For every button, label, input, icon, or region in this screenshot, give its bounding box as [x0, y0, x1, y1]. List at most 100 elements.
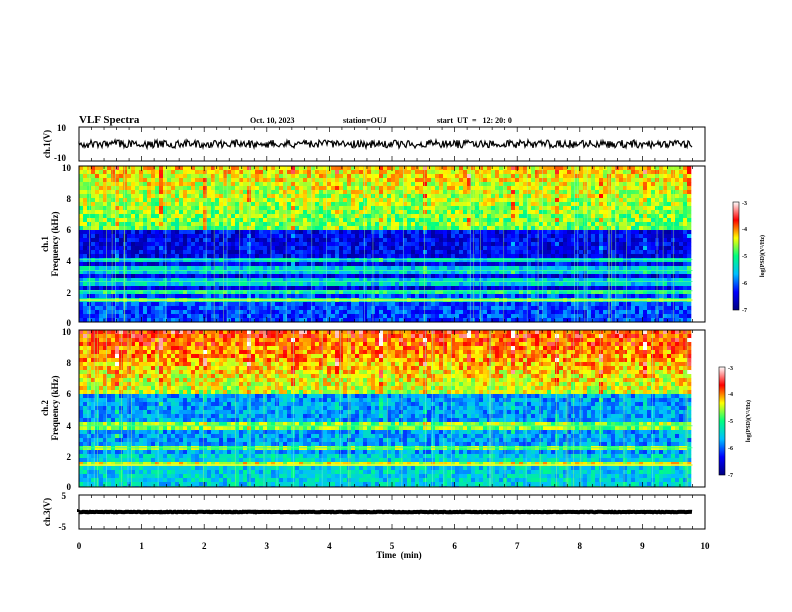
spectrogram-cell: [239, 198, 244, 203]
spectrogram-cell: [151, 198, 156, 203]
spectrogram-cell: [107, 178, 112, 183]
spectrogram-cell: [155, 174, 160, 179]
spectrogram-cell: [635, 230, 640, 235]
spectrogram-cell: [491, 282, 496, 287]
spectrogram-cell: [287, 290, 292, 295]
spectrogram-cell: [447, 198, 452, 203]
spectrogram-cell: [539, 278, 544, 283]
spectrogram-cell: [199, 230, 204, 235]
spectrogram-cell: [275, 186, 280, 191]
spectrogram-cell: [111, 226, 116, 231]
spectrogram-cell: [615, 174, 620, 179]
spectrogram-cell: [127, 274, 132, 279]
spectrogram-cell: [119, 294, 124, 299]
spectrogram-cell: [683, 262, 688, 267]
spectrogram-cell: [531, 246, 536, 251]
spectrogram-cell: [627, 198, 632, 203]
spectrogram-cell: [143, 226, 148, 231]
spectrogram-cell: [179, 230, 184, 235]
spectrogram-cell: [387, 218, 392, 223]
spectrogram-cell: [175, 166, 180, 171]
spectrogram-cell: [135, 242, 140, 247]
spectrogram-cell: [155, 258, 160, 263]
spectrogram-cell: [459, 178, 464, 183]
spectrogram-cell: [187, 182, 192, 187]
spectrogram-cell: [647, 226, 652, 231]
spectrogram-cell: [683, 186, 688, 191]
spectrogram-cell: [623, 178, 628, 183]
spectrogram-cell: [303, 214, 308, 219]
spectrogram-cell: [579, 270, 584, 275]
spectrogram-cell: [347, 290, 352, 295]
spectrogram-cell: [295, 242, 300, 247]
spectrogram-cell: [403, 226, 408, 231]
spectrogram-cell: [123, 290, 128, 295]
spectrogram-cell: [379, 258, 384, 263]
spectrogram-cell: [443, 270, 448, 275]
spectrogram-cell: [647, 262, 652, 267]
spectrogram-cell: [279, 262, 284, 267]
spectrogram-cell: [355, 246, 360, 251]
spectrogram-cell: [263, 218, 268, 223]
spectrogram-cell: [555, 214, 560, 219]
spectrogram-cell: [299, 210, 304, 215]
spectrogram-cell: [495, 242, 500, 247]
spectrogram-cell: [147, 186, 152, 191]
spectrogram-cell: [147, 290, 152, 295]
spectrogram-cell: [163, 186, 168, 191]
spectrogram-cell: [379, 222, 384, 227]
spectrogram-cell: [599, 186, 604, 191]
spectrogram-cell: [259, 198, 264, 203]
spectrogram-cell: [667, 182, 672, 187]
spectrogram-cell: [647, 290, 652, 295]
spectrogram-cell: [391, 166, 396, 171]
spectrogram-cell: [327, 206, 332, 211]
ch1-ytick-top: 10: [57, 123, 67, 133]
spectrogram-cell: [587, 254, 592, 259]
spectrogram-cell: [87, 202, 92, 207]
spectrogram-cell: [403, 178, 408, 183]
spectrogram-cell: [439, 226, 444, 231]
spectrogram-cell: [523, 230, 528, 235]
spectrogram-cell: [379, 246, 384, 251]
spectrogram-cell: [211, 206, 216, 211]
spectrogram-cell: [315, 230, 320, 235]
spectrogram-cell: [187, 186, 192, 191]
spectrogram-cell: [111, 178, 116, 183]
spectrogram-cell: [115, 266, 120, 271]
spectrogram-cell: [475, 222, 480, 227]
spectrogram-cell: [459, 166, 464, 171]
spectrogram-cell: [367, 174, 372, 179]
spectrogram-cell: [123, 274, 128, 279]
spectrogram-cell: [127, 242, 132, 247]
spectrogram-cell: [267, 270, 272, 275]
spectrogram-cell: [559, 234, 564, 239]
spectrogram-cell: [575, 226, 580, 231]
spectrogram-cell: [543, 250, 548, 255]
spectrogram-cell: [223, 246, 228, 251]
spectrogram-cell: [263, 206, 268, 211]
spectrogram-cell: [387, 274, 392, 279]
spectrogram-cell: [347, 258, 352, 263]
spectrogram-cell: [667, 226, 672, 231]
spectrogram-cell: [343, 290, 348, 295]
spectrogram-cell: [163, 166, 168, 171]
spectrogram-cell: [111, 262, 116, 267]
spectrogram-cell: [95, 294, 100, 299]
spectrogram-cell: [687, 282, 692, 287]
spectrogram-cell: [563, 190, 568, 195]
spectrogram-cell: [119, 246, 124, 251]
spectrogram-cell: [339, 282, 344, 287]
spectrogram-cell: [579, 234, 584, 239]
spectrogram-cell: [587, 166, 592, 171]
spectrogram-cell: [663, 274, 668, 279]
spectrogram-cell: [379, 270, 384, 275]
spectrogram-cell: [679, 258, 684, 263]
spectrogram-cell: [123, 170, 128, 175]
spectrogram-cell: [383, 242, 388, 247]
spectrogram-cell: [551, 274, 556, 279]
spectrogram-cell: [227, 186, 232, 191]
spectrogram-cell: [327, 246, 332, 251]
spectrogram-cell: [419, 274, 424, 279]
spectrogram-cell: [255, 246, 260, 251]
